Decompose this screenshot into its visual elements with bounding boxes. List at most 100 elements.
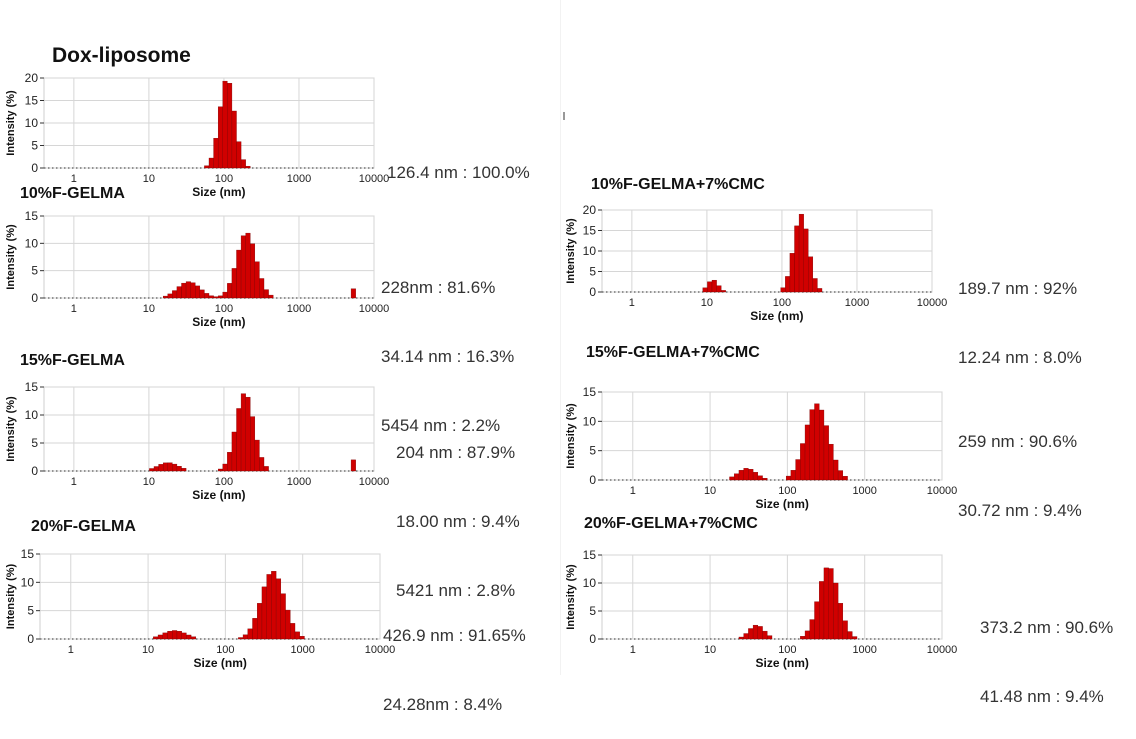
y-tick-label: 15 [25,94,39,108]
panel-title: Dox-liposome [52,44,191,67]
histogram-bar [222,463,228,472]
x-tick-label: 100 [215,303,233,315]
peak-label: 189.7 nm : 92% [958,279,1078,298]
peak-label: 5421 nm : 2.8% [396,581,516,600]
histogram-bar [789,253,795,293]
histogram-bar [809,619,815,640]
histogram-bar [263,466,269,472]
y-tick-label: 0 [589,632,596,646]
histogram-bar [280,593,286,640]
histogram-bar [153,636,159,640]
histogram-bar [231,431,237,472]
y-axis-label: Intensity (%) [5,224,17,290]
y-tick-label: 15 [583,548,597,562]
y-tick-label: 10 [25,408,39,422]
plot-area [39,553,381,640]
histogram-bar [734,473,740,481]
histogram-bar [819,409,825,481]
plot-area [601,391,943,481]
histogram-bar [254,439,260,472]
histogram-bar [245,165,251,169]
histogram-bar [263,289,269,299]
histogram-bar [204,165,210,169]
histogram-bar [231,110,237,169]
dls-chart-15-f-gelma: 0 5 10 15 1 10 100 1000 10000 Size (nm) Intensity … [5,380,390,502]
histogram-bar [823,567,829,640]
x-tick-label: 1 [71,173,77,185]
y-axis-label: Intensity (%) [565,564,577,630]
histogram-bar [181,632,187,640]
x-tick-label: 10000 [927,644,958,656]
histogram-bar [217,106,223,169]
y-tick-label: 15 [21,547,35,561]
x-tick-label: 10000 [365,644,396,656]
histogram-bar [800,443,806,481]
histogram-bar [199,289,205,299]
y-axis-label: Intensity (%) [5,396,17,462]
histogram-bar [800,636,806,640]
peak-summary: 259 nm : 90.6% 30.72 nm : 9.4% [958,384,1082,545]
histogram-bar [153,466,159,472]
histogram-bar [259,457,265,472]
y-tick-label: 20 [583,203,597,217]
x-tick-label: 100 [216,644,234,656]
x-tick-label: 1 [71,303,77,315]
histogram-bar [268,294,274,299]
histogram-bar [254,261,260,299]
histogram-bar [803,228,809,293]
y-tick-label: 10 [583,576,597,590]
histogram-bar [242,634,248,640]
histogram-bar [748,469,754,481]
histogram-bar [299,636,305,640]
histogram-bar [227,452,233,472]
peak-summary: 204 nm : 87.9% 18.00 nm : 9.4% 5421 nm :… [396,395,520,625]
peak-label: 373.2 nm : 90.6% [980,618,1114,637]
histogram-bar [185,281,191,299]
histogram-bar [757,626,763,640]
histogram-bar [250,416,256,472]
histogram-bar [231,268,237,299]
y-tick-label: 10 [25,236,39,250]
x-tick-label: 10000 [359,476,390,488]
histogram-bar [157,634,163,640]
peak-label: 126.4 nm : 100.0% [387,163,530,182]
histogram-bar [186,634,192,640]
y-tick-label: 15 [583,224,597,238]
histogram-bar [240,393,246,472]
histogram-bar [250,243,256,299]
peak-summary: 228nm : 81.6% 34.14 nm : 16.3% 5454 nm :… [381,230,514,460]
histogram-bar [804,424,810,481]
histogram-bar [852,636,858,640]
histogram-bar [720,290,726,293]
histogram-bar [842,476,848,481]
panel-title: 15%F-GELMA [20,352,125,369]
x-tick-label: 1000 [290,644,314,656]
x-tick-label: 100 [778,485,796,497]
histogram-bar [176,466,182,472]
peak-label: 426.9 nm : 91.65% [383,626,526,645]
y-tick-label: 0 [589,285,596,299]
histogram-bar [222,291,228,299]
histogram-bar [716,285,722,293]
y-tick-label: 0 [589,473,596,487]
histogram-bar [167,293,173,299]
histogram-bar [162,295,168,299]
histogram-bar [236,408,242,472]
x-tick-label: 1 [68,644,74,656]
histogram-bar [176,286,182,299]
y-tick-label: 20 [25,71,39,85]
panel-title: 10%F-GELMA [20,185,125,202]
histogram-bar [794,225,800,293]
y-axis-label: Intensity (%) [5,563,17,629]
x-tick-label: 100 [773,297,791,309]
dls-chart-dox-liposome: 0 5 10 15 20 1 10 100 1000 10000 Size (nm) Intensit… [5,71,389,199]
histogram-bar [767,635,773,640]
histogram-bar [227,83,233,169]
peak-label: 18.00 nm : 9.4% [396,512,520,531]
histogram-bar [240,235,246,299]
panel-title: 20%F-GELMA+7%CMC [584,515,758,532]
y-tick-label: 0 [27,632,34,646]
histogram-bar [245,396,251,472]
peak-summary: 426.9 nm : 91.65% 24.28nm : 8.4% [383,578,526,739]
x-tick-label: 1 [629,297,635,309]
